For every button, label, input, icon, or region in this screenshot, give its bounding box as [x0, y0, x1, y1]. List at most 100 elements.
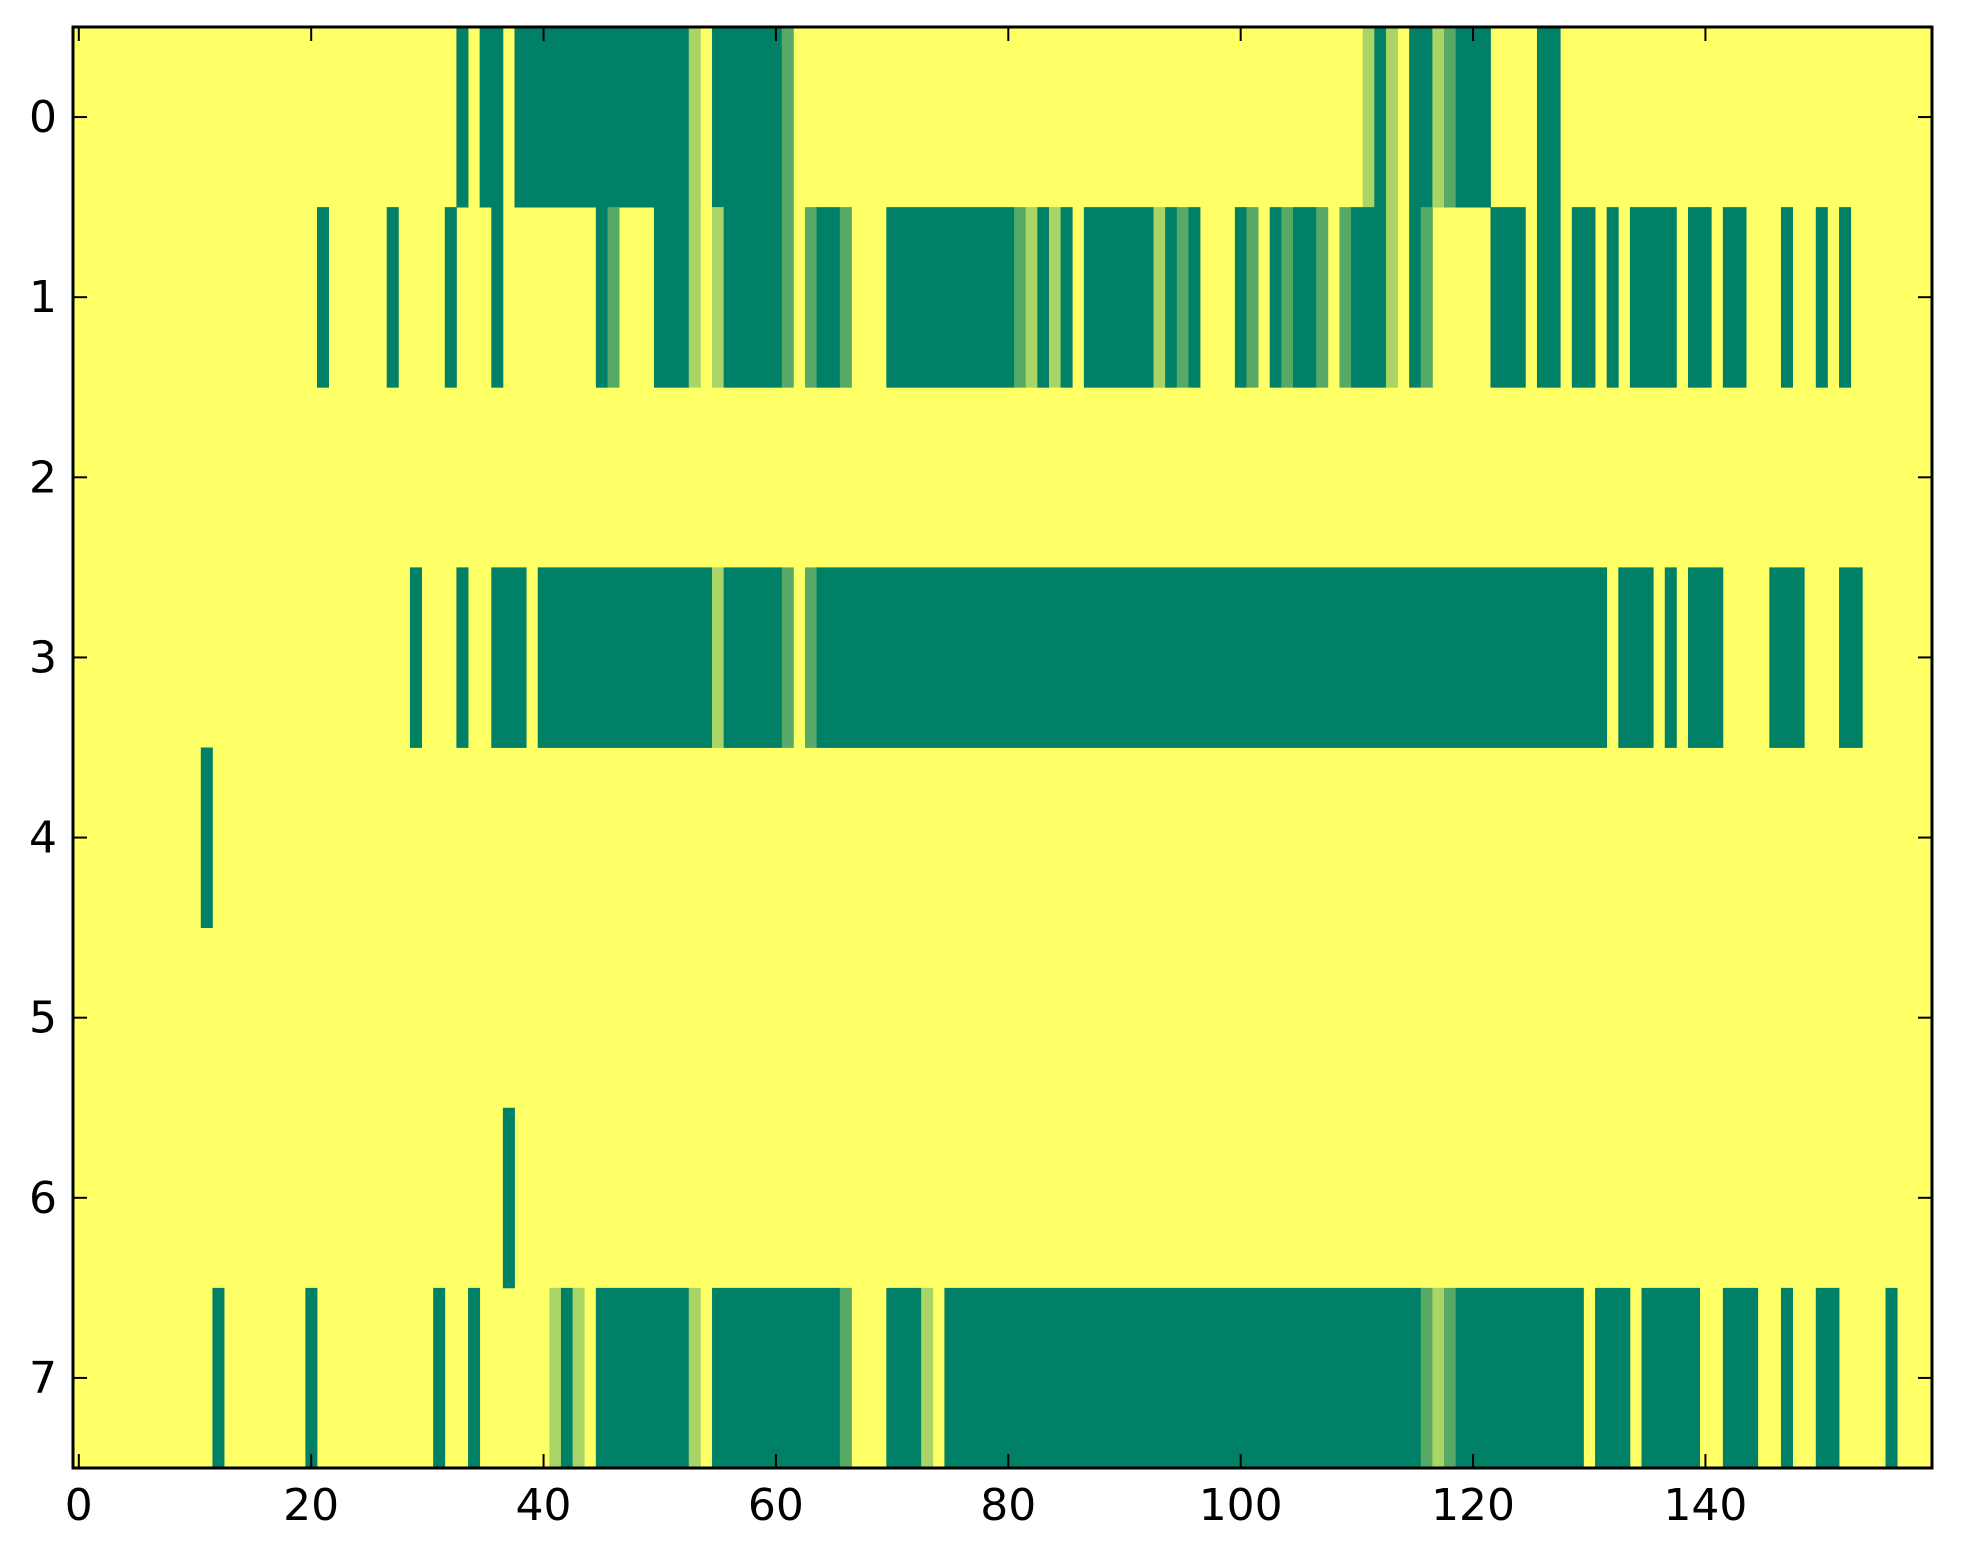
x-tick-label: 20	[283, 1480, 339, 1531]
heatmap-cell-run	[688, 1287, 701, 1469]
heatmap-cell-run	[1362, 27, 1375, 208]
heatmap-cell-run	[1641, 1287, 1701, 1469]
heatmap-cell-run	[1444, 27, 1457, 208]
heatmap-cell-run	[1153, 207, 1166, 388]
heatmap-cell-run	[1385, 27, 1398, 208]
heatmap-cell-run	[1688, 567, 1724, 748]
heatmap-cell-run	[1432, 27, 1445, 208]
heatmap-cell-run	[1037, 207, 1050, 388]
heatmap-cell-run	[723, 567, 783, 748]
heatmap-cell-run	[712, 207, 725, 388]
heatmap-cell-run	[712, 1287, 841, 1469]
heatmap-cell-run	[816, 207, 841, 388]
heatmap-cell-run	[502, 1107, 515, 1289]
heatmap-cell-run	[1420, 1287, 1433, 1469]
heatmap-cell-run	[1444, 1287, 1457, 1469]
heatmap-cell-run	[479, 27, 504, 208]
heatmap-cell-run	[444, 207, 457, 388]
heatmap-cell-run	[433, 1287, 446, 1469]
heatmap-cell-run	[1815, 207, 1828, 388]
x-tick-label: 100	[1199, 1480, 1283, 1531]
heatmap-cell-run	[572, 1287, 585, 1469]
heatmap-cell-run	[921, 1287, 934, 1469]
heatmap-cell-run	[409, 567, 422, 748]
heatmap-cell-run	[1409, 27, 1433, 208]
heatmap-cell-run	[1536, 207, 1561, 388]
heatmap-cell-run	[1409, 207, 1422, 388]
heatmap-cell-run	[1606, 207, 1619, 388]
heatmap-cell-run	[468, 1287, 481, 1469]
heatmap-cell-run	[1234, 207, 1247, 388]
heatmap-cell-run	[723, 207, 783, 388]
heatmap-cell-run	[886, 207, 1015, 388]
y-tick-label: 2	[29, 452, 57, 503]
heatmap-cell-run	[456, 567, 469, 748]
heatmap-cell-run	[1339, 207, 1352, 388]
plot-frame	[71, 25, 1934, 1470]
heatmap-cell-run	[1885, 1287, 1898, 1469]
heatmap-cell-run	[781, 27, 794, 208]
heatmap-cell-run	[1025, 207, 1038, 388]
heatmap-cell-run	[514, 27, 690, 208]
heatmap-cell-run	[1722, 1287, 1759, 1469]
heatmap-cell-run	[200, 747, 213, 929]
x-tick-label: 80	[980, 1480, 1036, 1531]
heatmap-cell-run	[886, 1287, 922, 1469]
heatmap-cell-run	[595, 207, 608, 388]
heatmap-cell-run	[1629, 207, 1677, 388]
heatmap-cell-run	[653, 207, 690, 388]
heatmap-cell-run	[781, 567, 794, 748]
heatmap-cell-run	[491, 207, 504, 388]
heatmap-cell-run	[1246, 207, 1259, 388]
heatmap-cell-run	[386, 207, 399, 388]
heatmap-cell-run	[1281, 207, 1294, 388]
heatmap-cell-run	[781, 207, 794, 388]
heatmap-cell-run	[316, 207, 330, 388]
axis-ticks	[73, 27, 1932, 1468]
y-axis-tick-labels: 0 1 2 3 4 5 6 7	[29, 92, 57, 1404]
heatmap-cells	[73, 27, 1932, 1469]
x-axis-tick-labels: 0 20 40 60 80 100 120 140	[65, 1480, 1748, 1531]
heatmap-cell-run	[1536, 27, 1561, 208]
heatmap-cell-run	[1351, 207, 1387, 388]
heatmap-cell-run	[212, 1287, 225, 1469]
heatmap-cell-run	[1780, 1287, 1793, 1469]
heatmap-cell-run	[305, 1287, 318, 1469]
heatmap-cell-run	[839, 207, 852, 388]
heatmap-cell-run	[1722, 207, 1747, 388]
heatmap-cell-run	[1432, 1287, 1445, 1469]
heatmap-cell-run	[1083, 207, 1154, 388]
x-tick-label: 60	[748, 1480, 804, 1531]
heatmap-cell-run	[1618, 567, 1654, 748]
y-tick-label: 7	[29, 1353, 57, 1404]
heatmap-cell-run	[1292, 207, 1317, 388]
y-tick-label: 5	[29, 993, 57, 1044]
y-tick-label: 3	[29, 632, 57, 683]
heatmap-cell-run	[560, 1287, 574, 1469]
heatmap-cell-run	[1374, 27, 1387, 208]
heatmap-cell-run	[1455, 27, 1491, 208]
heatmap-cell-run	[1780, 207, 1793, 388]
x-tick-label: 140	[1663, 1480, 1747, 1531]
heatmap-cell-run	[804, 567, 817, 748]
heatmap-cell-run	[1014, 207, 1027, 388]
heatmap-cell-run	[1316, 207, 1329, 388]
x-tick-label: 40	[516, 1480, 572, 1531]
heatmap-cell-run	[1420, 207, 1433, 388]
heatmap-cell-run	[804, 207, 817, 388]
heatmap-cell-run	[839, 1287, 852, 1469]
heatmap-cell-run	[1839, 207, 1852, 388]
x-tick-label: 120	[1431, 1480, 1515, 1531]
heatmap-cell-run	[1688, 207, 1712, 388]
heatmap-cell-run	[1839, 567, 1863, 748]
heatmap-cell-run	[1664, 567, 1677, 748]
heatmap-cell-run	[1385, 207, 1398, 388]
heatmap-cell-run	[549, 1287, 562, 1469]
heatmap-cell-run	[1595, 1287, 1631, 1469]
heatmap-cell-run	[1060, 207, 1073, 388]
heatmap-cell-run	[1455, 1287, 1584, 1469]
heatmap-cell-run	[1269, 207, 1282, 388]
heatmap-cell-run	[1769, 567, 1805, 748]
heatmap-cell-run	[688, 27, 701, 208]
